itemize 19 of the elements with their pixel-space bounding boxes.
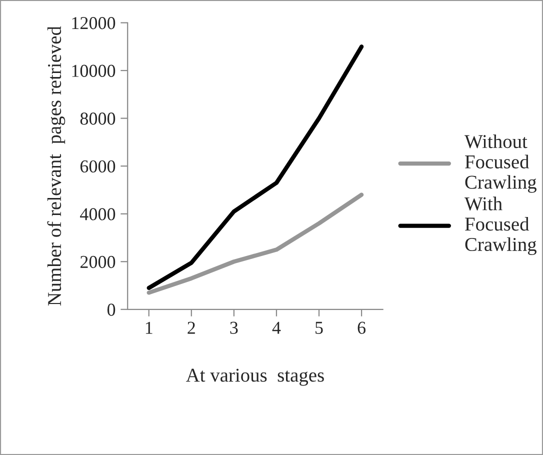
line-series xyxy=(146,44,364,290)
legend-label: With Focused Crawling xyxy=(464,196,536,256)
y-tick-label: 8000 xyxy=(80,112,116,125)
y-tick-label: 2000 xyxy=(80,256,116,268)
x-tick-label: 2 xyxy=(188,322,195,334)
x-tick-label: 5 xyxy=(316,322,323,334)
y-tick-label: 0 xyxy=(107,304,116,316)
x-tick-label: 3 xyxy=(230,322,238,334)
y-axis-title: Number of relevant pages retrieved xyxy=(47,26,66,306)
y-tick-label: 4000 xyxy=(80,208,116,220)
legend-label: Without Focused Crawling xyxy=(464,134,536,193)
y-tick-label: 12000 xyxy=(72,17,116,30)
x-tick-label: 1 xyxy=(146,322,152,334)
x-axis-title: At various stages xyxy=(186,368,324,386)
y-tick-label: 10000 xyxy=(72,64,116,77)
line-series xyxy=(146,192,364,295)
x-tick-label: 4 xyxy=(272,322,281,334)
y-tick-label: 6000 xyxy=(80,160,116,173)
x-tick-label: 6 xyxy=(358,322,366,334)
